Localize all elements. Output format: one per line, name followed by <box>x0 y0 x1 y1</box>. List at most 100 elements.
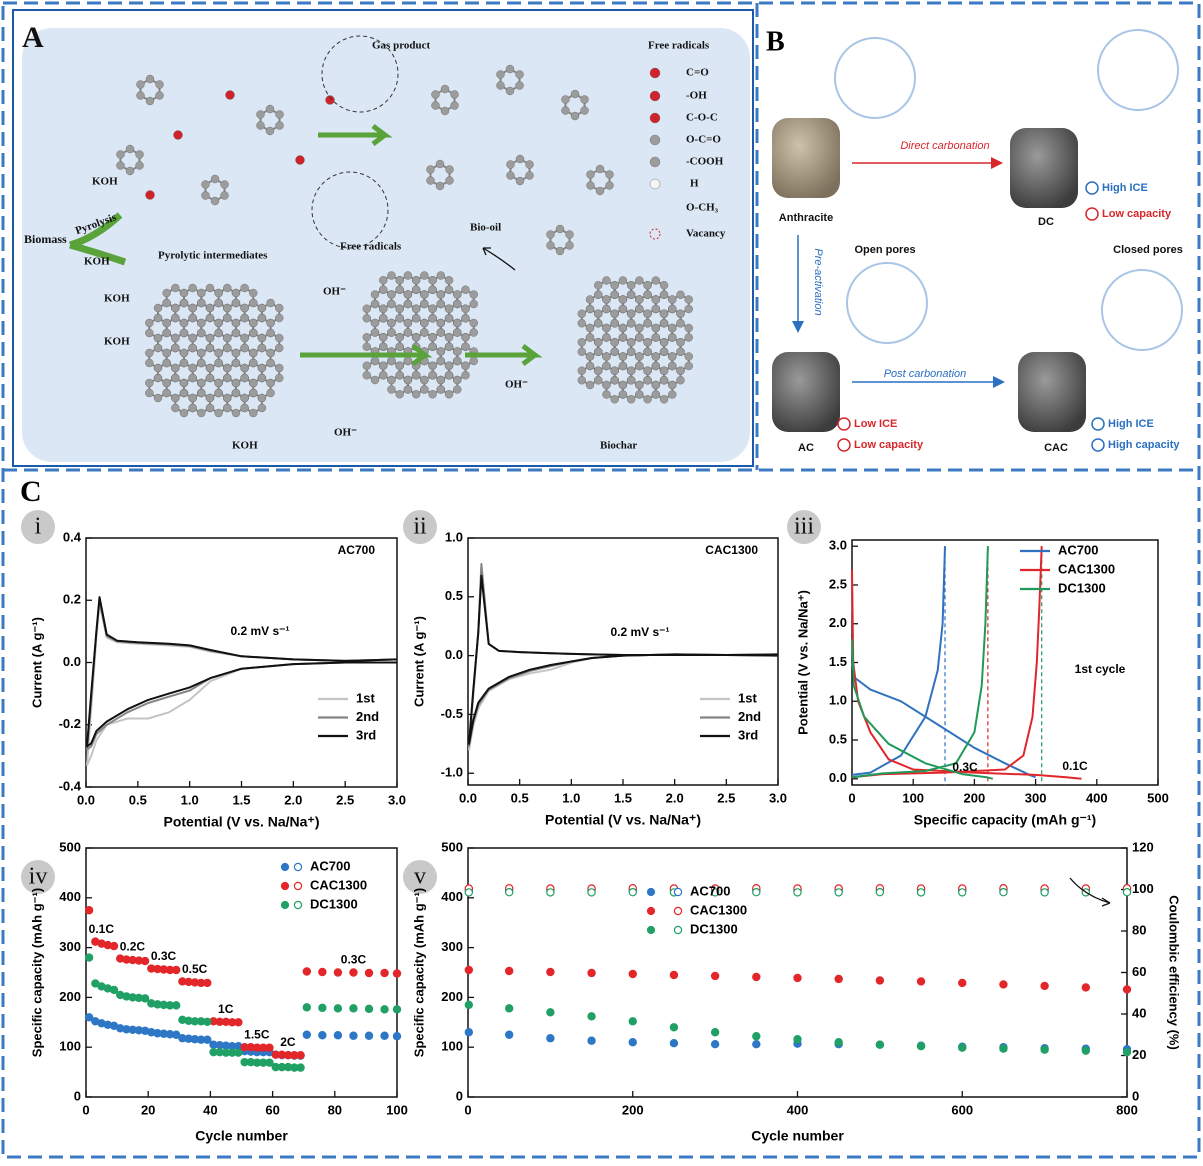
data-point <box>670 1024 677 1031</box>
data-point <box>1082 984 1089 991</box>
atom <box>644 367 652 375</box>
data-point <box>1082 1047 1089 1054</box>
data-point <box>319 968 326 975</box>
data-point <box>712 1041 719 1048</box>
atom <box>171 394 179 402</box>
atom <box>197 389 205 397</box>
x-tick-label: 0 <box>82 1102 89 1117</box>
atom <box>429 333 437 341</box>
atom <box>379 333 387 341</box>
data-point <box>588 969 595 976</box>
atom <box>429 276 437 284</box>
atom <box>116 151 124 159</box>
atom <box>197 289 205 297</box>
y-tick-label: 0.5 <box>829 731 847 746</box>
atom <box>249 319 257 327</box>
icon <box>1092 418 1104 430</box>
data-point <box>1000 1045 1007 1052</box>
legend-item: O-C=O <box>686 134 721 146</box>
atom <box>412 333 420 341</box>
data-point <box>1000 889 1007 896</box>
legend-swatch <box>281 882 288 889</box>
x-tick-label: 1.0 <box>562 790 580 805</box>
data-point <box>629 1018 636 1025</box>
x-tick-label: 500 <box>1147 790 1169 805</box>
atom <box>453 376 461 384</box>
data-point <box>1041 889 1048 896</box>
data-point <box>794 1036 801 1043</box>
x-axis-title: Potential (V vs. Na/Na⁺) <box>164 814 320 830</box>
atom <box>180 379 188 387</box>
atom <box>437 376 445 384</box>
y-tick-label: -1.0 <box>441 765 463 780</box>
atom <box>206 314 214 322</box>
atom <box>206 344 214 352</box>
atom <box>201 181 209 189</box>
legend-label: DC1300 <box>1058 580 1106 595</box>
atom <box>429 390 437 398</box>
panel-label: A <box>22 21 44 54</box>
atom <box>241 304 249 312</box>
atom <box>379 286 387 294</box>
atom <box>429 371 437 379</box>
data-point <box>334 1032 341 1039</box>
x-tick-label: 3.0 <box>769 790 787 805</box>
atom <box>371 319 379 327</box>
x-tick-label: 0 <box>848 790 855 805</box>
atom <box>619 362 627 370</box>
atom <box>276 111 284 119</box>
atom <box>426 166 434 174</box>
annotation: 0.1C <box>1062 759 1088 773</box>
y2-tick-label: 100 <box>1132 881 1154 896</box>
y-axis-title: Current (A g⁻¹) <box>411 616 426 707</box>
data-point <box>1041 982 1048 989</box>
atom <box>602 334 610 342</box>
atom <box>571 90 579 98</box>
atom <box>436 160 444 168</box>
atom <box>619 381 627 389</box>
atom <box>635 305 643 313</box>
atom <box>267 349 275 357</box>
atom <box>241 404 249 412</box>
atom <box>180 289 188 297</box>
atom <box>668 324 676 332</box>
atom <box>429 286 437 294</box>
data-point <box>1000 981 1007 988</box>
atom <box>379 305 387 313</box>
atom <box>461 314 469 322</box>
data-point <box>350 1032 357 1039</box>
label: Biomass <box>24 232 67 246</box>
atom <box>516 82 524 90</box>
atom <box>371 291 379 299</box>
legend-item: H <box>690 178 699 190</box>
atom <box>635 277 643 285</box>
atom <box>223 394 231 402</box>
atom <box>506 65 514 73</box>
data-point <box>712 972 719 979</box>
data-point <box>86 907 93 914</box>
atom <box>635 296 643 304</box>
atom <box>387 291 395 299</box>
atom <box>258 334 266 342</box>
legend-item: C-O-C <box>686 112 718 124</box>
atom <box>420 291 428 299</box>
atom <box>668 305 676 313</box>
data-point <box>381 1032 388 1039</box>
atom <box>180 319 188 327</box>
legend-swatch <box>647 907 654 914</box>
atom <box>516 177 524 185</box>
y2-tick-label: 60 <box>1132 964 1146 979</box>
atom <box>668 381 676 389</box>
atom <box>116 162 124 170</box>
atom <box>221 192 229 200</box>
atom <box>258 314 266 322</box>
atom <box>437 272 445 280</box>
atom <box>154 364 162 372</box>
atom <box>232 289 240 297</box>
atom <box>652 277 660 285</box>
atom <box>586 381 594 389</box>
data-point <box>547 889 554 896</box>
atom <box>556 247 564 255</box>
atom <box>189 394 197 402</box>
atom <box>371 300 379 308</box>
